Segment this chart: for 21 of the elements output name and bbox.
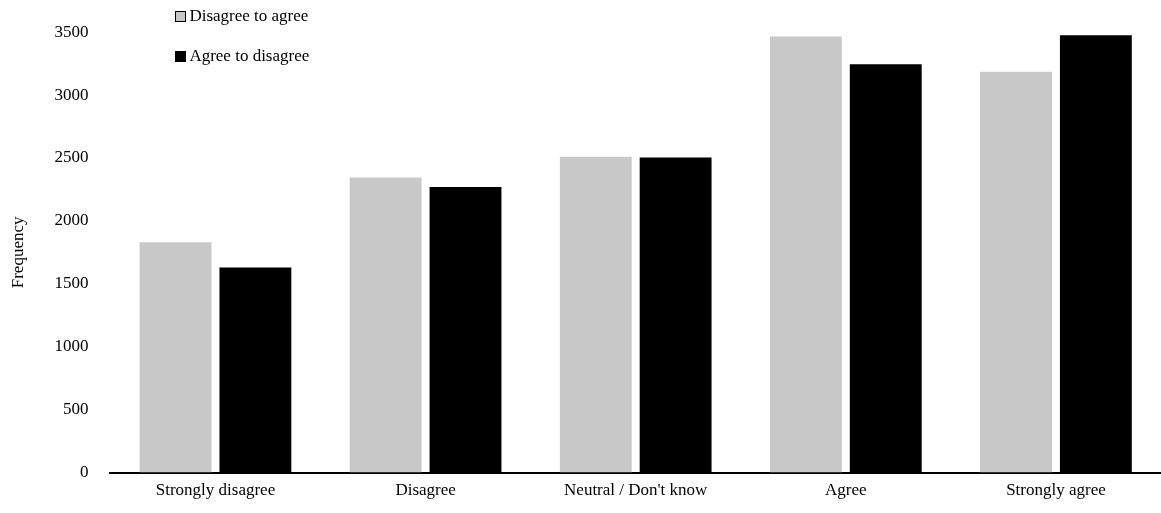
y-tick-label: 3000	[54, 84, 89, 104]
y-tick-label: 1000	[54, 336, 89, 356]
bar	[349, 177, 422, 473]
bar	[139, 242, 212, 473]
y-axis-title: Frequency	[7, 216, 27, 289]
x-tick-label: Disagree	[395, 480, 456, 500]
y-tick-label: 3500	[54, 21, 89, 41]
legend-label: Agree to disagree	[189, 46, 310, 66]
x-tick-label: Neutral / Don't know	[564, 480, 709, 500]
bar	[769, 36, 842, 473]
y-tick-label: 2000	[54, 210, 89, 230]
x-tick-label: Strongly agree	[1006, 480, 1106, 500]
bar	[559, 156, 632, 473]
bar	[980, 71, 1052, 473]
y-tick-label: 1500	[54, 273, 89, 293]
y-tick-label: 2500	[54, 147, 89, 167]
legend-label: Disagree to agree	[189, 6, 309, 26]
x-tick-label: Agree	[825, 480, 867, 500]
x-tick-label: Strongly disagree	[155, 480, 276, 500]
y-tick-label: 0	[79, 462, 89, 482]
y-tick-label: 500	[62, 399, 89, 419]
